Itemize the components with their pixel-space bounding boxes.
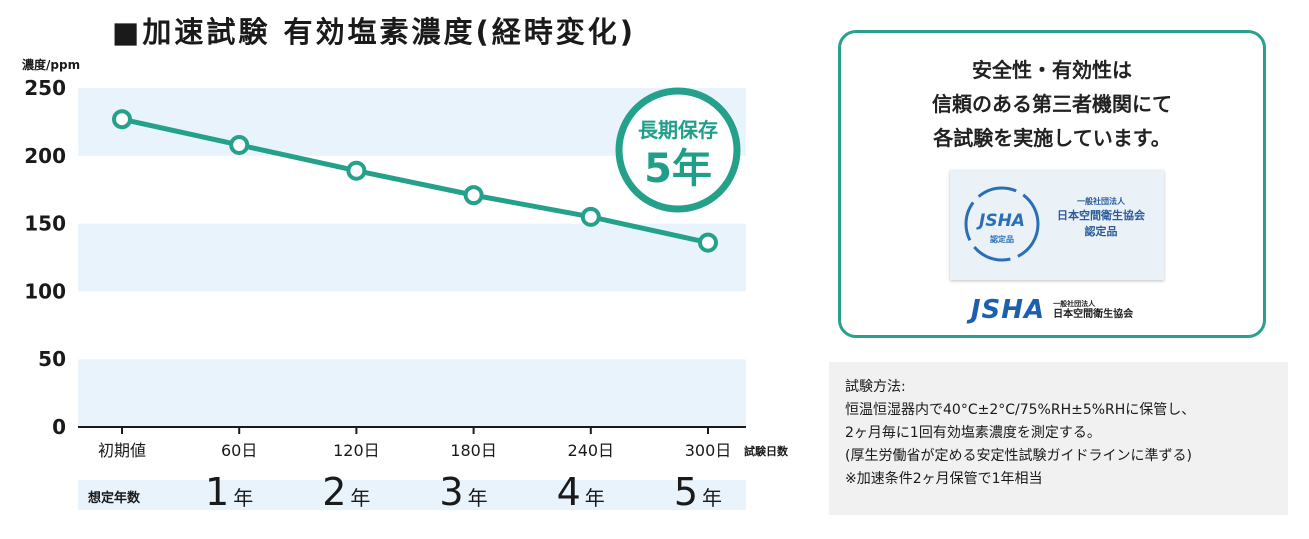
data-point: [112, 109, 132, 130]
organization-row: JSHA 一般社団法人 日本空間衛生協会: [841, 295, 1263, 325]
seal-text: JSHA: [976, 211, 1025, 231]
org-main: 日本空間衛生協会: [1053, 308, 1134, 320]
y-tick-label: 200: [24, 144, 66, 168]
safety-title-line: 安全性・有効性は: [972, 58, 1132, 82]
y-tick-label: 250: [24, 76, 66, 100]
data-point: [580, 206, 601, 227]
data-point: [346, 160, 367, 181]
chart-band: [78, 223, 746, 292]
method-line: 2ヶ月毎に1回有効塩素濃度を測定する。: [845, 425, 1101, 441]
years-label: 想定年数: [88, 490, 141, 506]
year-number: 2: [322, 470, 346, 514]
cert-label: 認定品: [1084, 225, 1118, 238]
chart-band: [78, 291, 746, 360]
y-tick-label: 0: [52, 415, 66, 439]
x-tick-label: 180日: [450, 441, 497, 460]
badge-circle: [615, 87, 741, 213]
certificate-text: 一般社団法人 日本空間衛生協会 認定品: [1042, 196, 1160, 240]
year-unit: 年: [233, 486, 253, 510]
method-line: 恒温恒湿器内で40°C±2°C/75%RH±5%RHに保管し、: [845, 402, 1196, 418]
year-number: 4: [557, 470, 581, 514]
year-number: 5: [674, 470, 698, 514]
jsha-seal-icon: JSHA 認定品: [964, 186, 1040, 262]
cert-org-small: 一般社団法人: [1077, 197, 1125, 206]
data-points: [112, 109, 718, 253]
y-tick-label: 150: [24, 212, 66, 236]
series-line: [121, 116, 709, 246]
long-term-badge: 長期保存 5年: [615, 87, 741, 213]
test-method-box: 試験方法: 恒温恒湿器内で40°C±2°C/75%RH±5%RHに保管し、 2ヶ…: [829, 362, 1288, 515]
data-point: [229, 134, 250, 155]
x-tick-labels: 初期値 60日 120日 180日 240日 300日: [98, 441, 731, 460]
x-tick-label: 240日: [568, 441, 615, 460]
year-unit: 年: [350, 486, 370, 510]
years-band: [78, 480, 746, 510]
y-tick-label: 100: [24, 279, 66, 303]
organization-name: 一般社団法人 日本空間衛生協会: [1053, 300, 1133, 321]
year-number: 1: [205, 470, 229, 514]
chart-band: [78, 359, 746, 427]
cert-org-name: 日本空間衛生協会: [1057, 209, 1145, 222]
year-unit: 年: [702, 486, 722, 510]
y-tick-label: 50: [38, 347, 66, 371]
certificate-card: JSHA 認定品 一般社団法人 日本空間衛生協会 認定品: [950, 170, 1164, 280]
chart-title: ■加速試験 有効塩素濃度(経時変化): [112, 15, 636, 49]
x-tick-label: 120日: [333, 441, 380, 460]
x-tick-label: 300日: [685, 441, 732, 460]
y-ticks: 0 50 100 150 200 250: [24, 76, 66, 439]
data-point: [698, 232, 718, 253]
seal-sub: 認定品: [990, 234, 1014, 244]
year-unit: 年: [468, 486, 488, 510]
method-line: ※加速条件2ヶ月保管で1年相当: [845, 471, 1043, 487]
method-label: 試験方法:: [845, 379, 906, 395]
badge-line1: 長期保存: [638, 118, 718, 142]
x-tick-marks: [121, 427, 709, 434]
data-point: [463, 185, 484, 206]
org-small: 一般社団法人: [1053, 299, 1096, 308]
method-line: (厚生労働省が定める安定性試験ガイドラインに準ずる): [845, 448, 1192, 464]
safety-title-line: 各試験を実施しています。: [933, 126, 1171, 150]
x-tick-label: 初期値: [98, 441, 146, 460]
year-number: 3: [439, 470, 463, 514]
x-axis-label: 試験日数: [744, 444, 789, 458]
safety-info-box: 安全性・有効性は 信頼のある第三者機関にて 各試験を実施しています。 JSHA …: [838, 30, 1266, 338]
chart-area: ■加速試験 有効塩素濃度(経時変化) 濃度/ppm 05010015020025…: [22, 15, 789, 514]
safety-title: 安全性・有効性は 信頼のある第三者機関にて 各試験を実施しています。: [841, 53, 1263, 155]
badge-line2: 5年: [644, 146, 712, 192]
year-unit: 年: [585, 486, 605, 510]
x-tick-label: 60日: [221, 441, 257, 460]
safety-title-line: 信頼のある第三者機関にて: [932, 92, 1172, 116]
y-axis-label: 濃度/ppm: [22, 57, 80, 72]
jsha-logo: JSHA: [970, 295, 1046, 325]
